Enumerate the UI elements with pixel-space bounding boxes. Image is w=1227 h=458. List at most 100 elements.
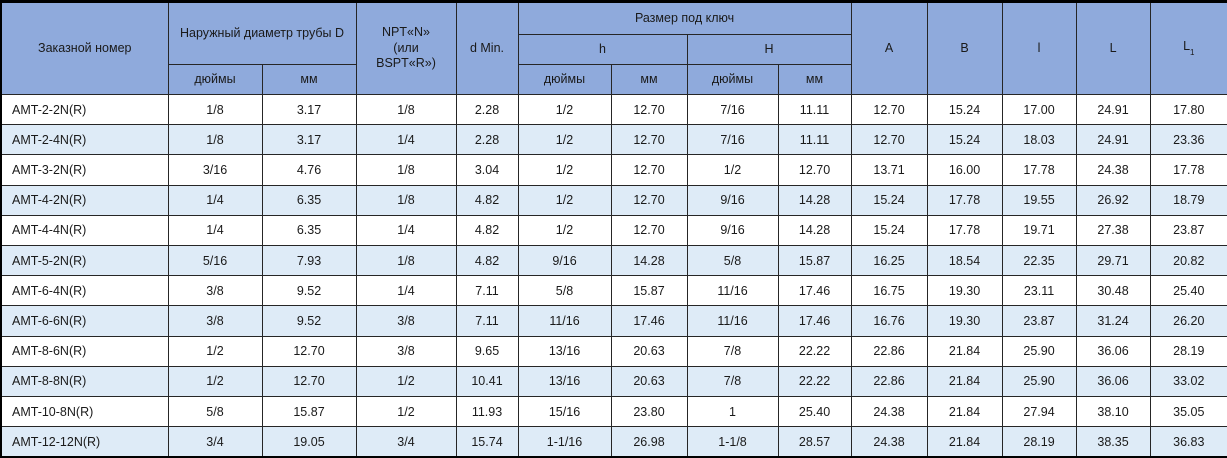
table-row: AMT-6-4N(R) 3/8 9.52 1/4 7.11 5/8 15.87 11/16 17… [0,275,1227,307]
cell-a: 22.86 [850,335,928,367]
cell-d-min: 4.82 [455,184,519,216]
cell-npt: 1/2 [355,396,457,428]
col-header-b: B [926,1,1003,95]
cell-l-lower: 27.94 [1001,396,1077,428]
cell-h-inches: 5/8 [517,275,612,307]
cell-diameter-inches: 3/4 [167,426,263,458]
cell-d-min: 7.11 [455,275,519,307]
cell-h-cap-inches: 1/2 [686,154,779,186]
table-body: AMT-2-2N(R) 1/8 3.17 1/8 2.28 1/2 12.70 7/16 11.… [0,93,1227,458]
col-header-h-cap-mm: мм [777,64,852,95]
col-header-a: A [850,1,928,95]
cell-l1: 18.79 [1149,184,1227,216]
cell-h-mm: 20.63 [610,365,688,398]
col-header-l-upper: L [1075,1,1151,95]
cell-l-upper: 36.06 [1075,335,1151,367]
cell-order-number: AMT-8-8N(R) [0,365,169,398]
col-header-l1: L1 [1149,1,1227,95]
cell-diameter-inches: 3/8 [167,275,263,307]
cell-h-inches: 1/2 [517,184,612,216]
col-header-h-inches: дюймы [517,64,612,95]
cell-h-cap-inches: 1-1/8 [686,426,779,458]
col-header-diameter-inches: дюймы [167,64,263,95]
cell-h-mm: 12.70 [610,93,688,126]
cell-order-number: AMT-8-6N(R) [0,335,169,367]
cell-diameter-mm: 3.17 [261,124,357,156]
cell-h-cap-inches: 11/16 [686,275,779,307]
cell-l-upper: 29.71 [1075,245,1151,277]
cell-l-upper: 31.24 [1075,305,1151,337]
cell-h-cap-mm: 11.11 [777,124,852,156]
cell-h-inches: 1/2 [517,93,612,126]
cell-h-cap-inches: 11/16 [686,305,779,337]
cell-order-number: AMT-4-2N(R) [0,184,169,216]
cell-d-min: 3.04 [455,154,519,186]
cell-diameter-mm: 12.70 [261,365,357,398]
table-row: AMT-2-4N(R) 1/8 3.17 1/4 2.28 1/2 12.70 7/16 11.… [0,124,1227,156]
cell-l1: 20.82 [1149,245,1227,277]
cell-order-number: AMT-6-4N(R) [0,275,169,307]
cell-l-lower: 17.78 [1001,154,1077,186]
col-header-d-min: d Min. [455,1,519,95]
cell-diameter-inches: 1/2 [167,335,263,367]
cell-diameter-inches: 3/8 [167,305,263,337]
cell-npt: 1/8 [355,93,457,126]
cell-order-number: AMT-12-12N(R) [0,426,169,458]
cell-l-upper: 24.91 [1075,93,1151,126]
cell-l-lower: 23.87 [1001,305,1077,337]
cell-npt: 1/4 [355,124,457,156]
cell-h-cap-mm: 22.22 [777,365,852,398]
cell-b: 18.54 [926,245,1003,277]
cell-h-cap-mm: 28.57 [777,426,852,458]
cell-npt: 3/4 [355,426,457,458]
cell-h-cap-inches: 9/16 [686,214,779,247]
cell-diameter-mm: 3.17 [261,93,357,126]
cell-l-lower: 28.19 [1001,426,1077,458]
col-header-outer-diameter: Наружный диаметр трубы D [167,1,357,65]
cell-a: 24.38 [850,426,928,458]
cell-h-inches: 1/2 [517,124,612,156]
cell-b: 17.78 [926,184,1003,216]
cell-l-upper: 24.38 [1075,154,1151,186]
cell-diameter-inches: 1/2 [167,365,263,398]
cell-order-number: AMT-10-8N(R) [0,396,169,428]
cell-h-cap-mm: 12.70 [777,154,852,186]
cell-order-number: AMT-2-2N(R) [0,93,169,126]
cell-l-lower: 18.03 [1001,124,1077,156]
cell-d-min: 10.41 [455,365,519,398]
cell-h-cap-inches: 7/8 [686,335,779,367]
cell-l-lower: 19.71 [1001,214,1077,247]
cell-a: 15.24 [850,214,928,247]
cell-h-mm: 12.70 [610,214,688,247]
col-header-npt: NPT«N» (или BSPT«R») [355,1,457,95]
cell-l-upper: 36.06 [1075,365,1151,398]
cell-h-cap-inches: 7/8 [686,365,779,398]
cell-h-mm: 12.70 [610,154,688,186]
cell-a: 15.24 [850,184,928,216]
cell-h-cap-mm: 25.40 [777,396,852,428]
cell-b: 19.30 [926,305,1003,337]
cell-diameter-inches: 3/16 [167,154,263,186]
cell-h-mm: 14.28 [610,245,688,277]
cell-l1: 23.87 [1149,214,1227,247]
cell-h-cap-inches: 1 [686,396,779,428]
cell-diameter-inches: 1/4 [167,214,263,247]
cell-h-cap-mm: 14.28 [777,184,852,216]
cell-d-min: 4.82 [455,245,519,277]
cell-h-cap-inches: 9/16 [686,184,779,216]
table-row: AMT-12-12N(R) 3/4 19.05 3/4 15.74 1-1/16 26.98… [0,426,1227,458]
cell-b: 17.78 [926,214,1003,247]
cell-h-inches: 13/16 [517,365,612,398]
cell-h-mm: 20.63 [610,335,688,367]
cell-diameter-mm: 4.76 [261,154,357,186]
cell-h-cap-mm: 17.46 [777,275,852,307]
cell-h-mm: 17.46 [610,305,688,337]
col-header-wrench-size: Размер под ключ [517,1,852,35]
cell-d-min: 7.11 [455,305,519,337]
cell-l-lower: 23.11 [1001,275,1077,307]
cell-h-inches: 13/16 [517,335,612,367]
cell-h-mm: 12.70 [610,184,688,216]
cell-npt: 1/8 [355,184,457,216]
cell-diameter-mm: 19.05 [261,426,357,458]
